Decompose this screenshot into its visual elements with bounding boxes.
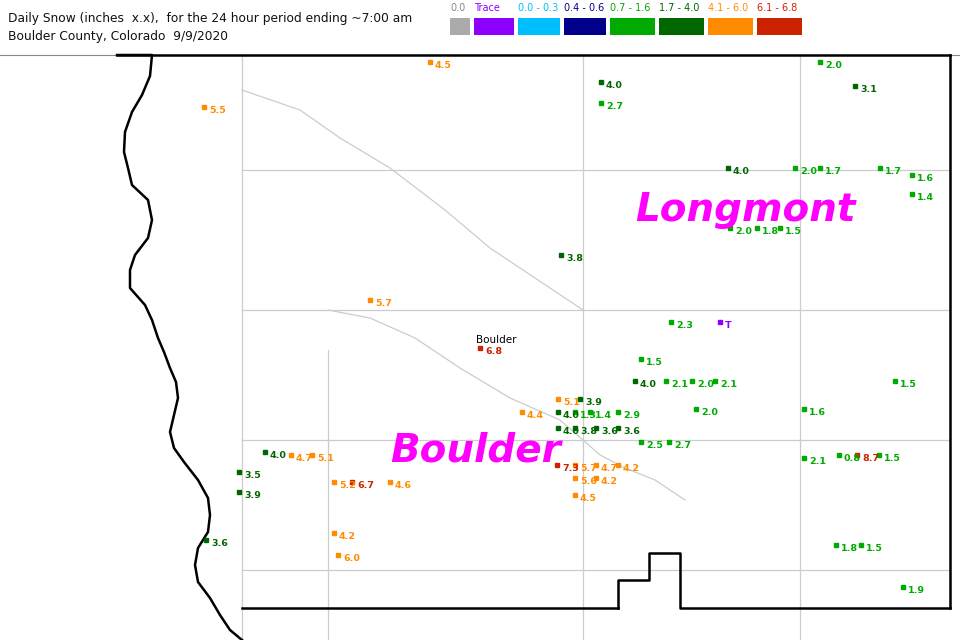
Text: 1.4: 1.4 [917, 193, 934, 202]
Text: 1.7: 1.7 [885, 167, 902, 176]
Text: 2.3: 2.3 [676, 321, 693, 330]
Text: 2.7: 2.7 [606, 102, 623, 111]
Text: 4.6: 4.6 [395, 481, 412, 490]
Text: 3.9: 3.9 [585, 398, 602, 407]
Text: 1.8: 1.8 [841, 544, 858, 553]
Text: 5.2: 5.2 [339, 481, 356, 490]
Text: 1.5: 1.5 [646, 358, 662, 367]
Text: 1.3: 1.3 [580, 411, 597, 420]
Text: 4.0: 4.0 [270, 451, 287, 460]
Text: 4.5: 4.5 [435, 61, 452, 70]
Text: Boulder: Boulder [390, 431, 561, 469]
Bar [450, 18, 470, 35]
Text: 1.6: 1.6 [809, 408, 826, 417]
Text: 2.0: 2.0 [800, 167, 817, 176]
Text: 3.5: 3.5 [244, 471, 261, 480]
Text: 1.5: 1.5 [866, 544, 883, 553]
Text: Trace: Trace [474, 3, 500, 13]
Text: 0.0 - 0.3: 0.0 - 0.3 [518, 3, 559, 13]
Text: 1.8: 1.8 [762, 227, 780, 236]
Text: 4.7: 4.7 [296, 454, 313, 463]
Text: 2.1: 2.1 [809, 457, 826, 466]
Text: 3.9: 3.9 [244, 491, 261, 500]
Text: 4.2: 4.2 [623, 464, 640, 473]
Text: 2.9: 2.9 [623, 411, 640, 420]
Bar [117, 55, 950, 608]
Text: 4.7: 4.7 [601, 464, 618, 473]
Text: 3.6: 3.6 [211, 539, 228, 548]
Text: 4.1 - 6.0: 4.1 - 6.0 [708, 3, 748, 13]
Text: 1.9: 1.9 [908, 586, 925, 595]
Text: 5.7: 5.7 [580, 464, 597, 473]
Text: 4.2: 4.2 [601, 477, 618, 486]
Bar [659, 18, 704, 35]
Text: 4.0: 4.0 [606, 81, 623, 90]
Text: 0.4 - 0.6: 0.4 - 0.6 [564, 3, 604, 13]
Text: Boulder County, Colorado  9/9/2020: Boulder County, Colorado 9/9/2020 [8, 30, 228, 43]
Text: 2.0: 2.0 [697, 380, 714, 389]
Text: 4.0: 4.0 [640, 380, 657, 389]
Bar [610, 18, 655, 35]
Text: 7.3: 7.3 [562, 464, 579, 473]
Text: T: T [725, 321, 732, 330]
Text: 5.5: 5.5 [209, 106, 226, 115]
Text: 2.1: 2.1 [671, 380, 688, 389]
Text: 4.0: 4.0 [563, 427, 580, 436]
Text: 2.0: 2.0 [825, 61, 842, 70]
Text: 6.7: 6.7 [357, 481, 374, 490]
Text: 2.7: 2.7 [674, 441, 691, 450]
Text: 3.1: 3.1 [860, 85, 876, 94]
Text: 0.7 - 1.6: 0.7 - 1.6 [610, 3, 650, 13]
Text: 3.6: 3.6 [601, 427, 618, 436]
Text: 5.1: 5.1 [317, 454, 334, 463]
Text: 3.6: 3.6 [623, 427, 640, 436]
Text: 5.1: 5.1 [563, 398, 580, 407]
Text: 6.8: 6.8 [485, 347, 502, 356]
Text: 4.5: 4.5 [580, 494, 597, 503]
Text: 5.7: 5.7 [375, 299, 392, 308]
Text: Daily Snow (inches  x.x),  for the 24 hour period ending ~7:00 am: Daily Snow (inches x.x), for the 24 hour… [8, 12, 412, 25]
Text: 2.1: 2.1 [720, 380, 737, 389]
Text: 5.6: 5.6 [580, 477, 597, 486]
Text: 8.7: 8.7 [862, 454, 879, 463]
Text: 1.6: 1.6 [917, 174, 934, 183]
Text: 1.5: 1.5 [884, 454, 900, 463]
Text: 1.7 - 4.0: 1.7 - 4.0 [659, 3, 700, 13]
Text: 2.0: 2.0 [735, 227, 752, 236]
Text: 0.0: 0.0 [450, 3, 466, 13]
Bar [474, 18, 514, 35]
Text: 3.8: 3.8 [580, 427, 597, 436]
Bar [564, 18, 606, 35]
Text: 1.5: 1.5 [785, 227, 802, 236]
Text: 0.8: 0.8 [844, 454, 861, 463]
Bar [518, 18, 560, 35]
Text: 4.2: 4.2 [339, 532, 356, 541]
Text: 3.8: 3.8 [566, 254, 583, 263]
Text: 4.4: 4.4 [527, 411, 544, 420]
Text: 4.0: 4.0 [563, 411, 580, 420]
Text: Boulder: Boulder [476, 335, 516, 345]
Text: 1.7: 1.7 [825, 167, 842, 176]
Text: 2.0: 2.0 [701, 408, 718, 417]
Text: Longmont: Longmont [635, 191, 855, 229]
Text: 2.5: 2.5 [646, 441, 662, 450]
Text: 6.0: 6.0 [343, 554, 360, 563]
Text: 4.0: 4.0 [733, 167, 750, 176]
Bar [708, 18, 753, 35]
Bar [757, 18, 802, 35]
Text: 6.1 - 6.8: 6.1 - 6.8 [757, 3, 797, 13]
Text: 1.4: 1.4 [595, 411, 612, 420]
Bar [0, 0, 960, 55]
Text: 1.5: 1.5 [900, 380, 917, 389]
